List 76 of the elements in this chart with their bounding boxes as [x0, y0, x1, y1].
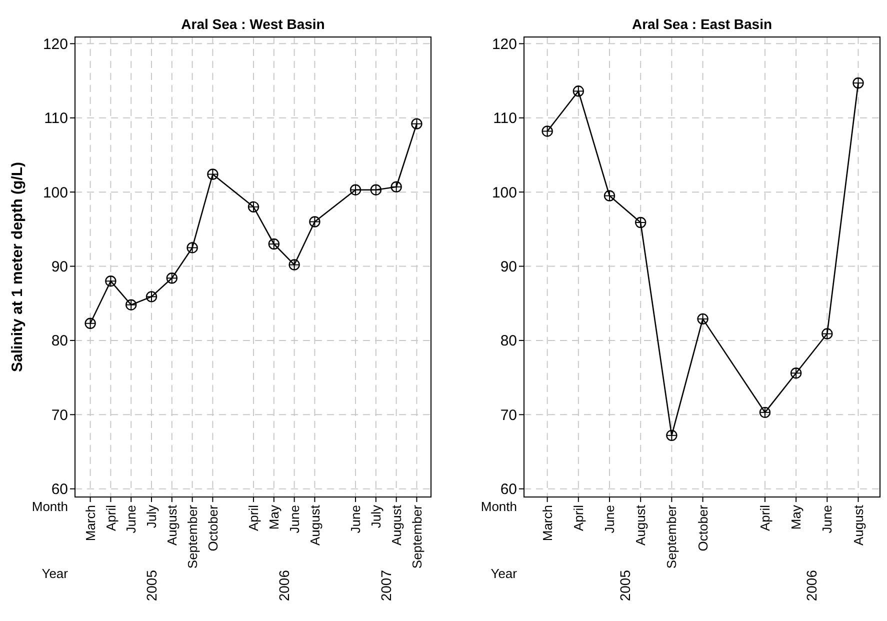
- text: Month: [480, 499, 517, 514]
- text: 2007: [378, 570, 394, 602]
- y-tick-label: 100: [492, 184, 517, 202]
- x-tick-label: June: [602, 505, 618, 534]
- y-tick-label: 70: [51, 406, 68, 424]
- point: [248, 201, 260, 213]
- y-tick-label: 90: [51, 258, 68, 276]
- x-tick-label: September: [409, 504, 424, 569]
- point: [126, 299, 137, 310]
- text: 2005: [143, 570, 160, 602]
- point: [186, 242, 198, 254]
- text: 2005: [616, 570, 633, 602]
- point: [309, 216, 320, 228]
- y-tick-label: 60: [500, 481, 517, 498]
- x-tick-label: May: [788, 504, 804, 530]
- x-tick-label: April: [570, 504, 586, 532]
- point: [84, 318, 96, 329]
- point: [288, 259, 300, 270]
- x-tick-label: September: [664, 504, 680, 569]
- y-tick-label: 80: [51, 332, 68, 350]
- x-tick-label: June: [286, 505, 302, 534]
- point: [634, 216, 646, 228]
- x-tick-label: June: [348, 505, 364, 534]
- y-tick-label: 60: [51, 481, 68, 498]
- text: Month: [32, 499, 68, 514]
- point: [852, 77, 864, 89]
- x-tick-label: June: [820, 505, 835, 534]
- point: [166, 272, 178, 284]
- x-tick-label: August: [633, 504, 648, 546]
- y-tick-label: 100: [42, 184, 68, 202]
- point: [146, 291, 158, 302]
- point: [697, 313, 708, 325]
- x-tick-label: August: [164, 504, 180, 546]
- x-tick-label: June: [124, 505, 139, 534]
- x-tick-label: March: [82, 505, 98, 542]
- text: Year: [490, 566, 518, 581]
- x-tick-label: May: [266, 504, 282, 530]
- y-tick-label: 110: [44, 110, 68, 128]
- chart-title: Aral Sea : West Basin: [181, 16, 325, 32]
- chart-title: Aral Sea : East Basin: [632, 16, 772, 32]
- x-tick-label: September: [184, 504, 200, 569]
- x-tick-label: July: [368, 504, 384, 528]
- text: Year: [42, 566, 69, 581]
- point: [604, 190, 616, 202]
- x-tick-label: October: [695, 504, 710, 552]
- point: [268, 238, 280, 250]
- y-tick-label: 80: [500, 332, 517, 350]
- y-axis-title: Salinity at 1 meter depth (g/L): [9, 162, 26, 372]
- x-tick-label: April: [758, 504, 773, 532]
- point: [370, 184, 382, 196]
- point: [350, 184, 362, 196]
- point: [207, 168, 218, 180]
- point: [790, 367, 802, 379]
- y-tick-label: 90: [500, 258, 517, 276]
- text: 2006: [276, 570, 292, 602]
- point: [759, 406, 771, 418]
- x-tick-label: July: [144, 504, 160, 528]
- point: [105, 275, 116, 287]
- y-tick-label: 110: [493, 110, 517, 128]
- point: [666, 430, 678, 442]
- text: 2006: [804, 570, 820, 602]
- point: [411, 118, 422, 130]
- point: [572, 86, 584, 97]
- y-tick-label: 120: [42, 36, 68, 53]
- x-tick-label: October: [205, 504, 220, 552]
- x-tick-label: March: [540, 505, 555, 542]
- point: [822, 328, 833, 340]
- x-tick-label: August: [388, 504, 404, 546]
- x-tick-label: April: [246, 504, 262, 532]
- point: [390, 181, 402, 192]
- y-tick-label: 120: [492, 36, 517, 53]
- y-tick-label: 70: [500, 406, 517, 424]
- x-tick-label: August: [307, 504, 322, 546]
- point: [542, 126, 553, 137]
- x-tick-label: April: [103, 504, 118, 532]
- x-tick-label: August: [850, 504, 866, 546]
